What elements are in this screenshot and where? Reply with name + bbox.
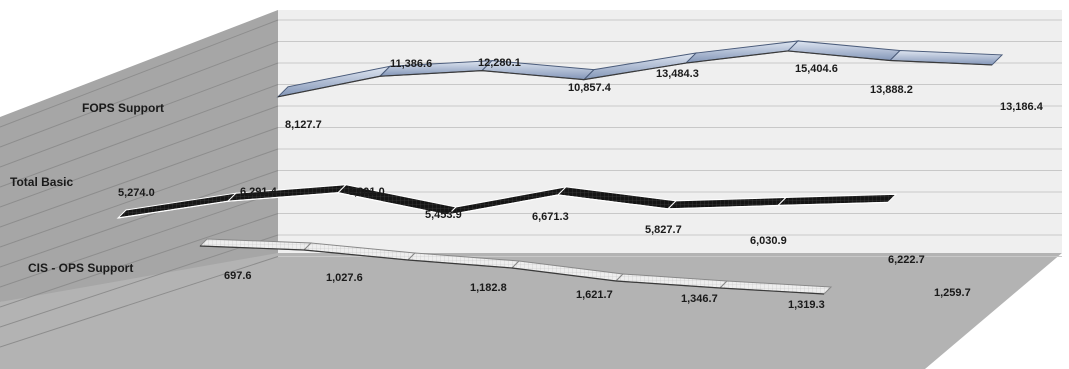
data-label: 13,888.2 xyxy=(870,84,913,96)
data-label: 1,259.7 xyxy=(934,287,971,299)
back-wall xyxy=(278,10,1062,253)
gridline xyxy=(0,191,279,288)
data-label: 12,280.1 xyxy=(478,57,521,69)
series-label-fops-support: FOPS Support xyxy=(82,101,164,115)
gridlines xyxy=(0,19,1062,348)
series-label-cis-ops-support: CIS - OPS Support xyxy=(28,261,133,275)
data-label: 1,319.3 xyxy=(788,299,825,311)
gridline xyxy=(0,19,279,128)
data-label: 13,186.4 xyxy=(1000,101,1044,113)
data-label: 8,127.7 xyxy=(285,119,322,131)
gridline xyxy=(0,213,279,308)
data-label: 1,346.7 xyxy=(681,293,718,305)
data-labels-total-basic: 5,274.0 6,291.4 6,801.0 5,453.9 6,671.3 5,827… xyxy=(118,186,925,266)
data-label: 6,291.4 xyxy=(240,186,278,198)
data-label: 13,484.3 xyxy=(656,68,699,80)
series-line xyxy=(117,192,889,219)
data-labels-fops-support: 8,127.7 11,386.6 12,280.1 10,857.4 13,484.3 1… xyxy=(285,57,1044,131)
gridline xyxy=(0,234,279,328)
data-labels-cis-ops-support: 697.6 1,027.6 1,182.8 1,621.7 1,346.7 1,319.3… xyxy=(224,270,971,311)
data-label: 5,453.9 xyxy=(425,209,462,221)
data-label: 6,030.9 xyxy=(750,235,787,247)
data-label: 697.6 xyxy=(224,270,252,282)
data-label: 6,222.7 xyxy=(888,254,925,266)
data-label: 6,671.3 xyxy=(532,211,569,223)
gridline xyxy=(0,41,279,148)
gridline xyxy=(0,148,279,248)
gridline xyxy=(0,84,279,188)
data-label: 1,182.8 xyxy=(470,282,507,294)
data-label: 10,857.4 xyxy=(568,82,612,94)
gridline xyxy=(0,62,279,168)
data-label: 5,827.7 xyxy=(645,224,682,236)
data-label: 6,801.0 xyxy=(348,186,385,198)
series-line xyxy=(199,245,825,295)
data-label: 15,404.6 xyxy=(795,63,838,75)
data-label: 11,386.6 xyxy=(390,58,432,70)
data-label: 5,274.0 xyxy=(118,187,155,199)
gridline xyxy=(0,127,279,228)
ribbon-fops-support xyxy=(276,40,1004,98)
series-label-total-basic: Total Basic xyxy=(10,175,73,189)
gridline xyxy=(0,256,279,348)
series-line xyxy=(277,50,993,98)
data-label: 1,621.7 xyxy=(576,289,613,301)
gridline xyxy=(0,105,279,208)
ribbon-total-basic xyxy=(116,184,898,219)
floor xyxy=(0,253,1062,369)
data-label: 1,027.6 xyxy=(326,272,363,284)
ribbon-cis-ops-support xyxy=(198,238,833,295)
gridline xyxy=(0,170,279,268)
